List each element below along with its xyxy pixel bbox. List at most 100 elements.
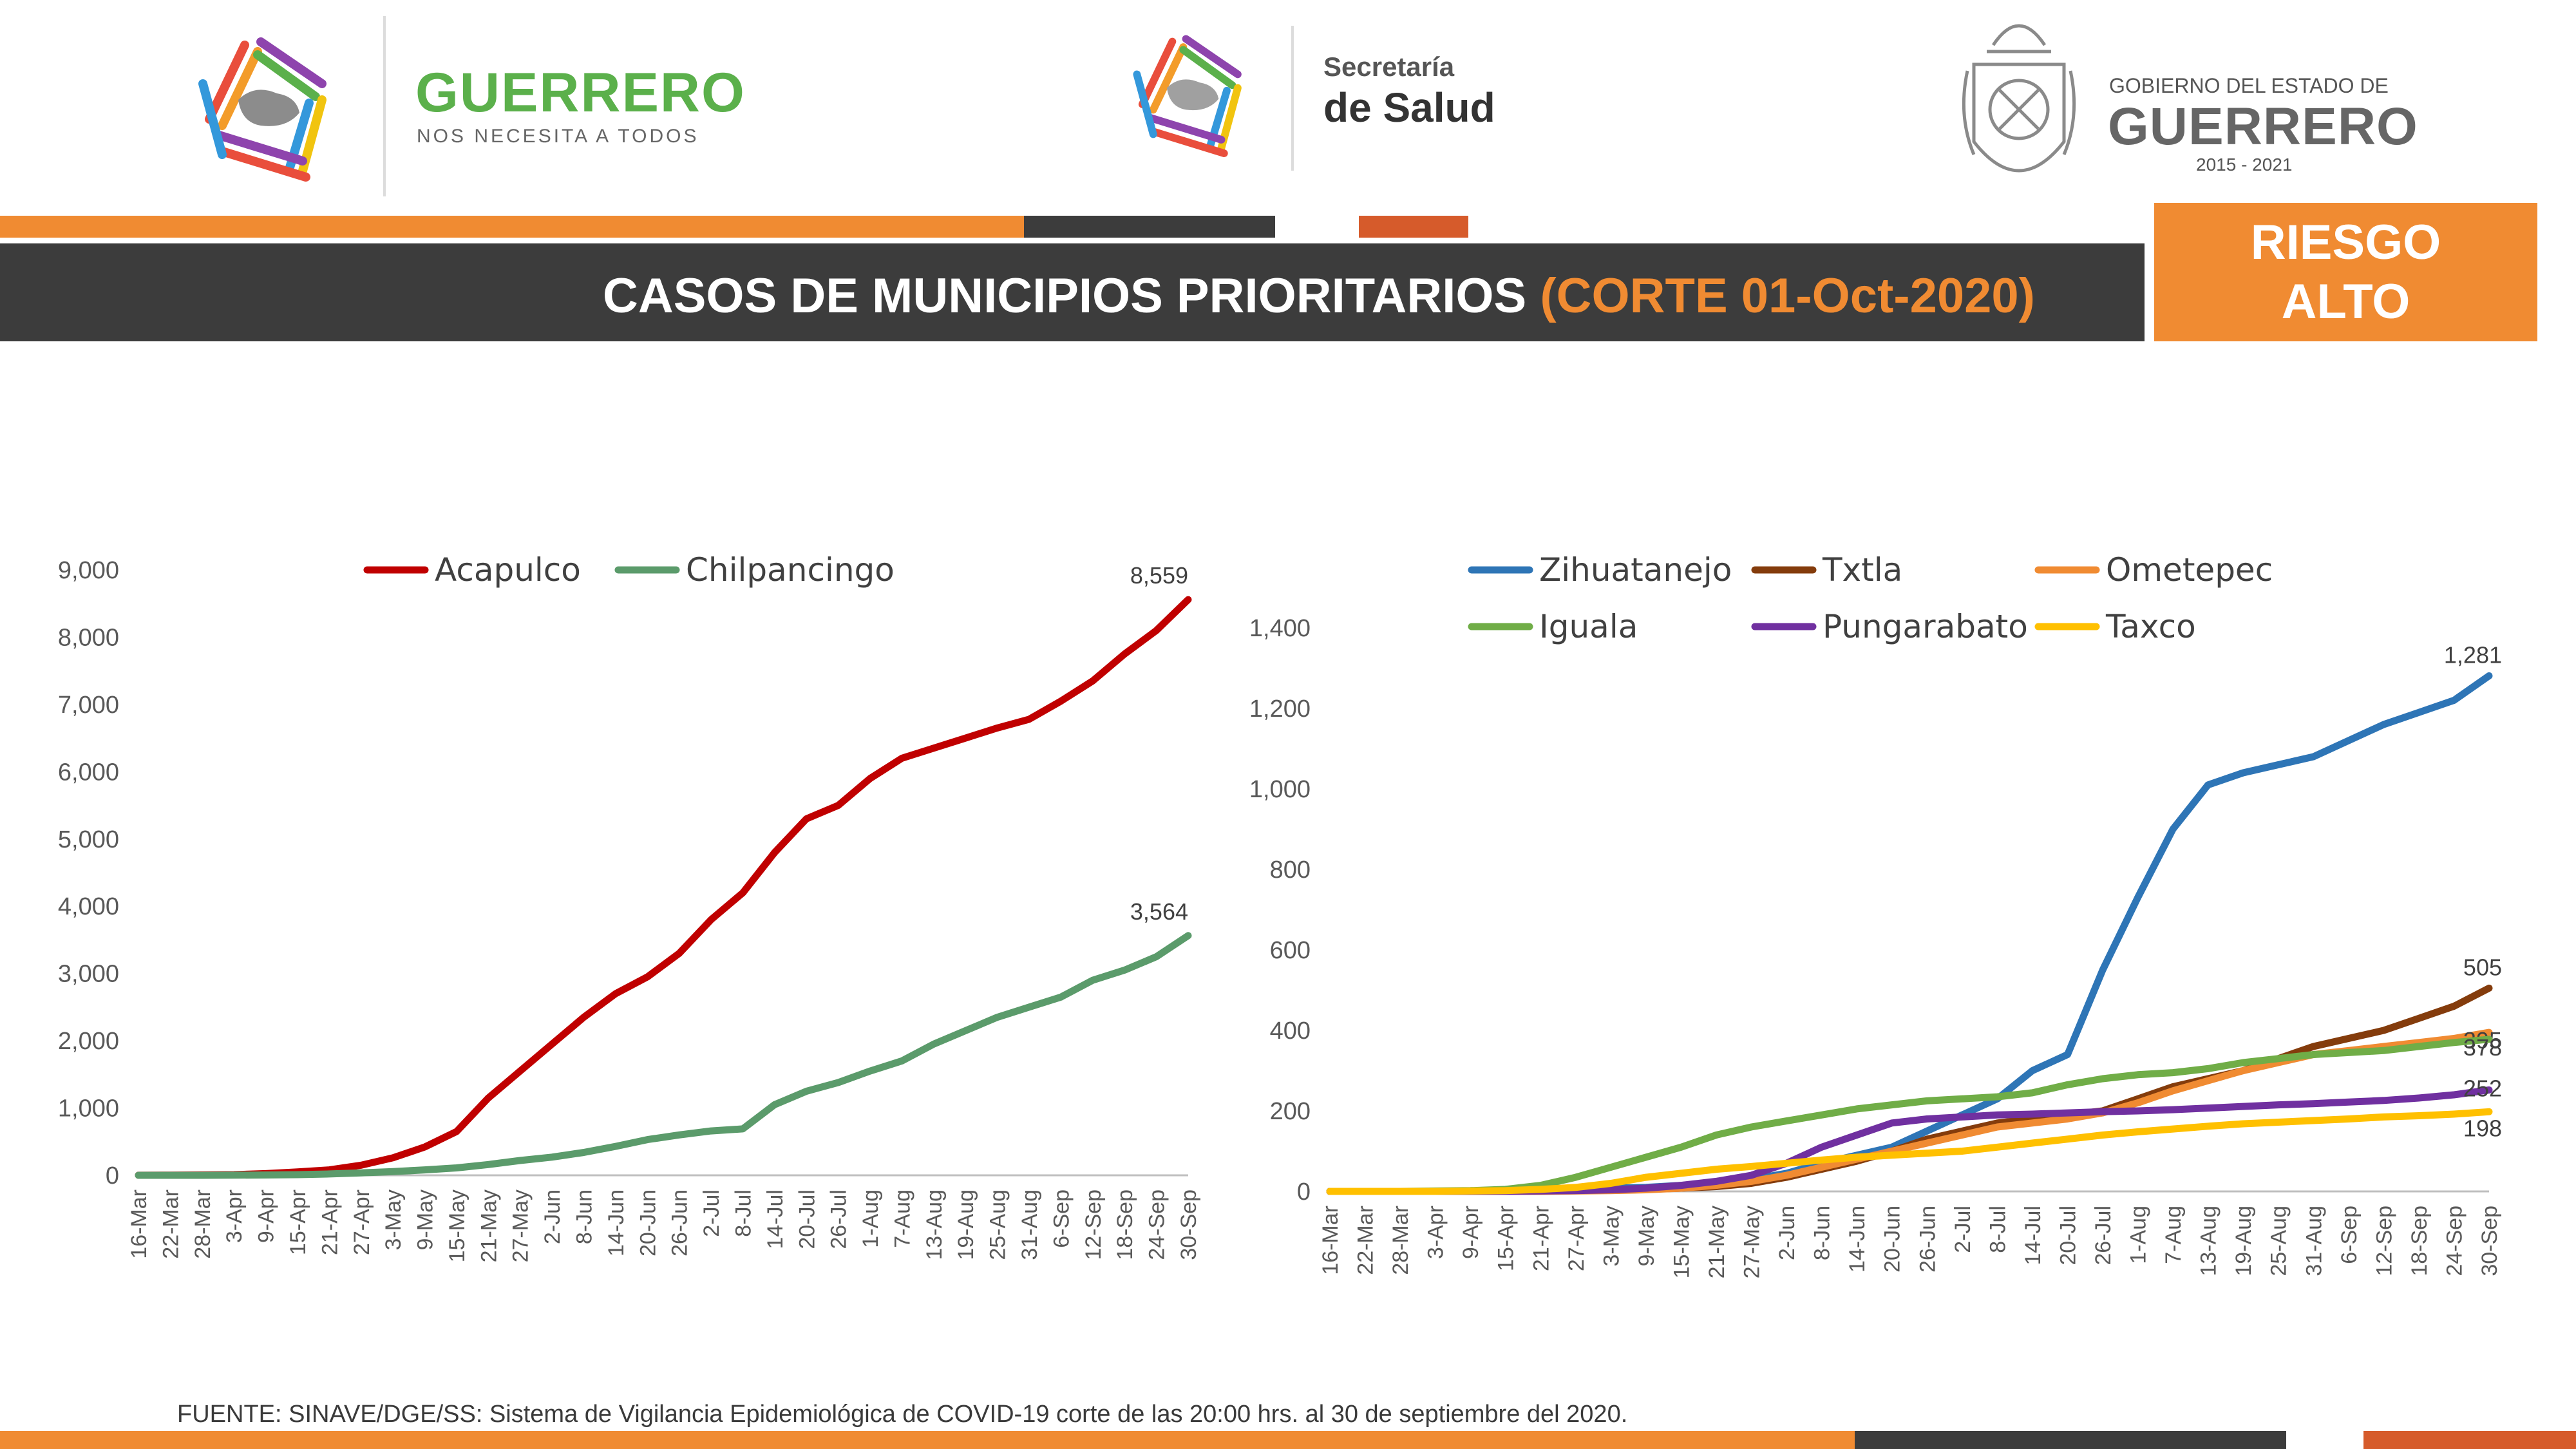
data-label-zihuatanejo: 1,281 [2444,641,2502,668]
x-tick-label: 13-Aug [922,1189,947,1260]
x-tick-label: 8-Jul [1985,1206,2010,1253]
x-tick-label: 18-Sep [2407,1206,2432,1276]
y-tick-label: 0 [1297,1179,1311,1206]
x-tick-label: 30-Sep [2477,1206,2502,1276]
y-tick-label: 1,000 [58,1095,119,1122]
x-tick-label: 8-Jun [573,1189,597,1244]
x-tick-label: 20-Jun [1880,1206,1905,1273]
y-tick-label: 1,200 [1249,696,1311,723]
state-coat-of-arms-icon [1962,24,2076,173]
x-tick-label: 1-Aug [858,1189,883,1248]
y-tick-label: 9,000 [58,557,119,584]
risk-line1: RIESGO [2250,215,2441,270]
gobierno-line2: GUERRERO [2108,97,2418,156]
y-tick-label: 7,000 [58,692,119,719]
series-line-txtla [1326,984,2493,1195]
x-tick-label: 28-Mar [191,1189,215,1259]
y-tick-label: 200 [1270,1098,1311,1125]
x-tick-label: 12-Sep [1081,1189,1106,1260]
data-label-pungarabato: 252 [2463,1075,2502,1102]
y-tick-label: 2,000 [58,1028,119,1055]
x-tick-label: 9-Apr [254,1189,279,1243]
y-tick-label: 5,000 [58,826,119,853]
y-tick-label: 1,000 [1249,776,1311,803]
x-tick-label: 25-Aug [2267,1206,2291,1276]
legend-label-taxco: Taxco [2105,608,2196,645]
x-tick-label: 18-Sep [1113,1189,1137,1260]
legend-label-zihuatanejo: Zihuatanejo [1539,551,1732,589]
guerrero-brand-name: GUERRERO [415,62,746,124]
x-tick-label: 24-Sep [2442,1206,2467,1276]
risk-line2: ALTO [2281,274,2410,329]
salud-divider [1291,26,1294,171]
x-tick-label: 3-May [381,1189,406,1250]
y-tick-label: 0 [106,1162,119,1189]
x-tick-label: 31-Aug [1018,1189,1042,1260]
legend-label-ometepec: Ometepec [2106,551,2273,589]
x-tick-label: 9-Apr [1459,1206,1483,1259]
x-tick-label: 22-Mar [158,1189,183,1259]
guerrero-logo: GUERRERO NOS NECESITA A TODOS [184,23,744,190]
guerrero-emblem-icon [198,37,327,182]
y-tick-label: 3,000 [58,961,119,988]
legend-label-pungarabato: Pungarabato [1823,608,2028,645]
x-tick-label: 3-May [1599,1206,1624,1266]
x-tick-label: 21-Apr [317,1189,342,1255]
x-tick-label: 27-Apr [1564,1206,1589,1271]
x-tick-label: 27-May [1740,1206,1765,1278]
x-tick-label: 15-May [445,1189,469,1262]
y-tick-label: 400 [1270,1018,1311,1045]
page-title: CASOS DE MUNICIPIOS PRIORITARIOS (CORTE … [603,268,2035,324]
x-tick-label: 12-Sep [2372,1206,2396,1276]
legend-label-txtla: Txtla [1822,551,1902,589]
logo-divider [383,16,386,196]
title-bar: CASOS DE MUNICIPIOS PRIORITARIOS (CORTE … [0,243,2145,341]
legend-label-chilpancingo: Chilpancingo [686,551,895,589]
series-line-zihuatanejo [1326,672,2493,1195]
footer-orange-strip [0,1431,1855,1449]
y-tick-label: 1,400 [1249,615,1311,642]
x-tick-label: 16-Mar [1318,1206,1343,1275]
x-tick-label: 21-May [1705,1206,1729,1278]
gobierno-line1: GOBIERNO DEL ESTADO DE [2109,74,2389,97]
x-tick-label: 2-Jul [699,1189,724,1237]
x-tick-label: 25-Aug [986,1189,1010,1260]
salud-line2: de Salud [1323,84,1495,131]
x-tick-label: 24-Sep [1145,1189,1170,1260]
chart-acapulco-chilpancingo: 0 1,000 2,000 3,000 4,000 5,000 6,000 7,000 8,00… [58,551,1201,1262]
y-tick-label: 800 [1270,857,1311,884]
gobierno-logo: GOBIERNO DEL ESTADO DE GUERRERO 2015 - 2… [1955,6,2418,206]
y-tick-label: 6,000 [58,759,119,786]
x-tick-label: 8-Jun [1810,1206,1835,1260]
series-line-taxco [1326,1108,2493,1195]
x-tick-label: 7-Aug [2161,1206,2186,1264]
x-tick-label: 20-Jul [2056,1206,2080,1265]
data-label-taxco: 198 [2463,1115,2502,1141]
x-tick-label: 26-Jun [1915,1206,1940,1273]
secretaria-salud-logo: Secretaría de Salud [1121,23,1533,177]
x-tick-label: 14-Jun [604,1189,629,1256]
orange-strip [0,216,1024,238]
x-tick-label: 3-Apr [222,1189,247,1243]
x-tick-label: 20-Jun [636,1189,660,1256]
legend-label-iguala: Iguala [1539,608,1638,645]
data-label-chilpancingo: 3,564 [1130,898,1188,925]
x-tick-label: 13-Aug [2197,1206,2221,1276]
x-tick-label: 2-Jun [540,1189,565,1244]
x-tick-label: 9-May [413,1189,438,1250]
x-tick-label: 14-Jul [763,1189,788,1249]
guerrero-tagline: NOS NECESITA A TODOS [417,126,699,147]
x-tick-label: 15-May [1669,1206,1694,1278]
footer-rust-strip [2363,1431,2576,1449]
rust-strip [1359,216,1468,238]
x-tick-label: 26-Jun [668,1189,692,1256]
x-tick-label: 21-Apr [1529,1206,1553,1271]
x-tick-label: 15-Apr [1494,1206,1519,1271]
gobierno-years: 2015 - 2021 [2196,155,2293,175]
x-tick-label: 20-Jul [795,1189,819,1249]
series-line-chilpancingo [135,932,1192,1179]
x-tick-label: 6-Sep [2337,1206,2362,1264]
x-tick-label: 2-Jun [1775,1206,1799,1260]
salud-line1: Secretaría [1323,52,1455,82]
x-tick-label: 28-Mar [1388,1206,1413,1275]
